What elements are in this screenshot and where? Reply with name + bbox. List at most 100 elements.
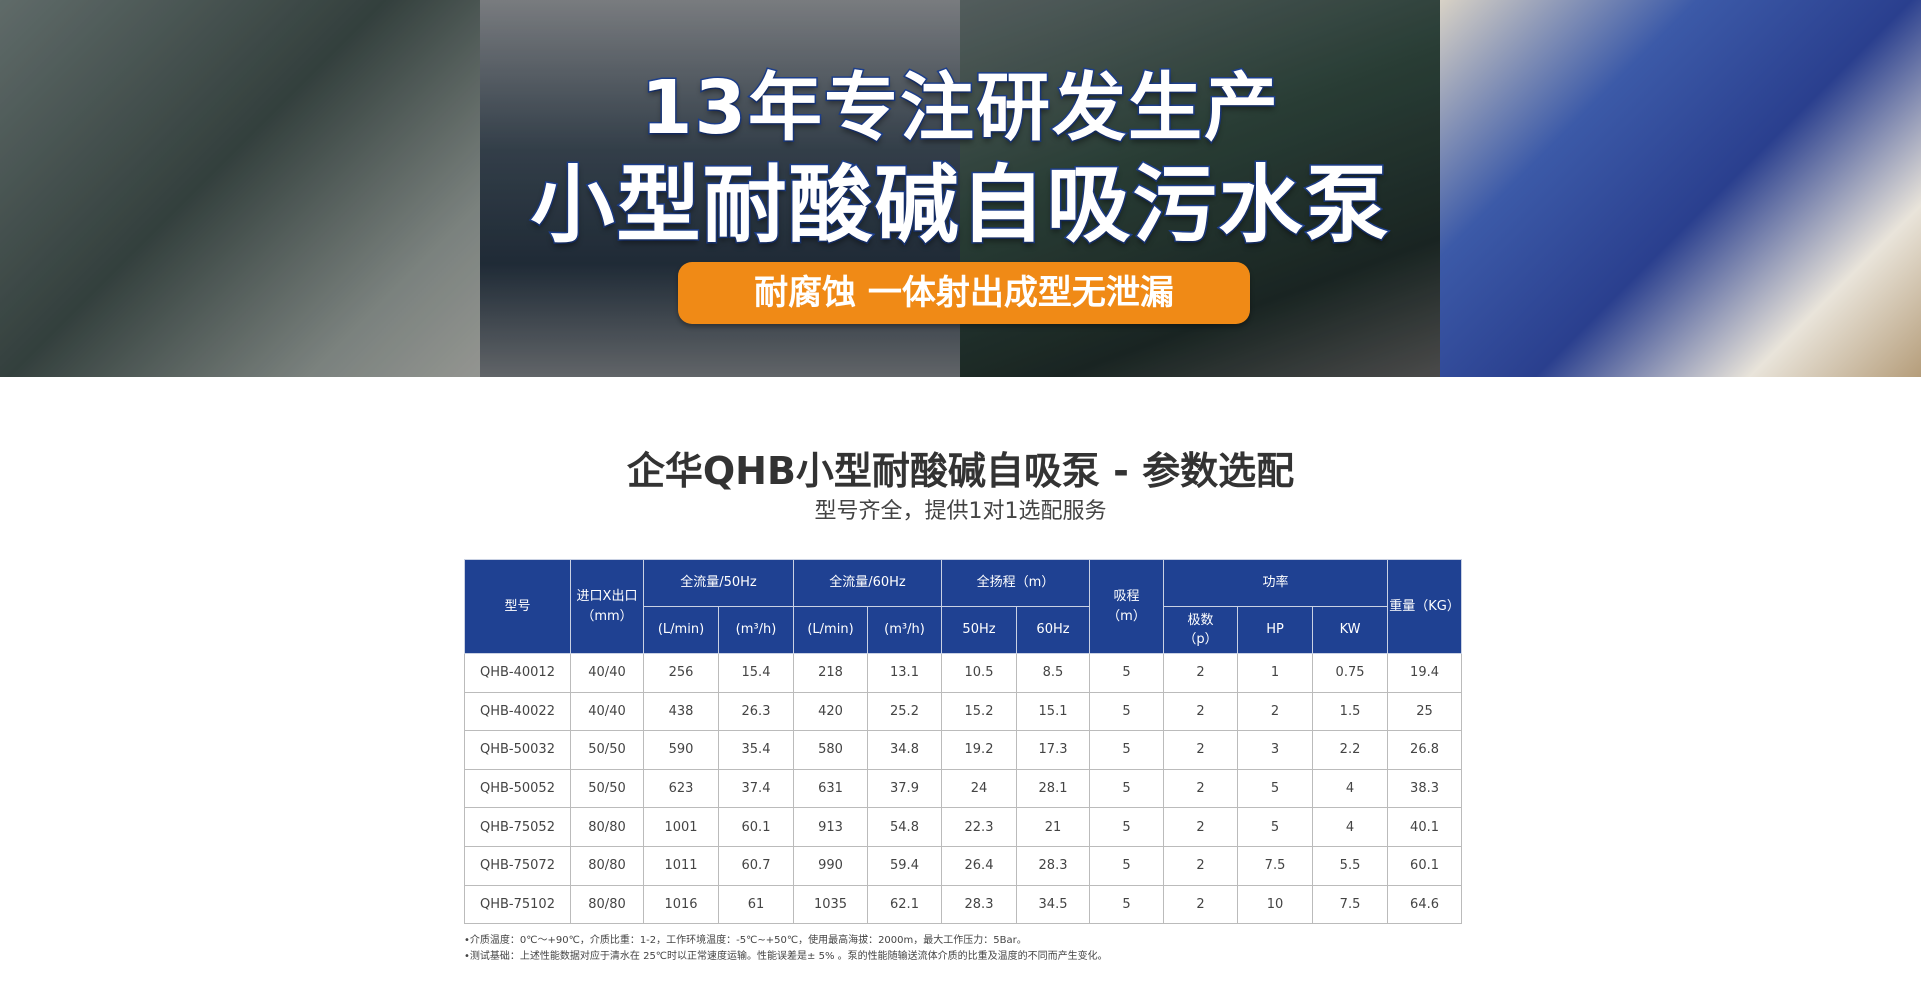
table-cell: 1016 bbox=[643, 884, 719, 925]
table-cell: 40/40 bbox=[570, 691, 644, 732]
table-cell: 1011 bbox=[643, 845, 719, 886]
table-cell: 4 bbox=[1312, 768, 1389, 809]
table-cell: 19.4 bbox=[1387, 653, 1463, 693]
header-flow60: 全流量/60Hz bbox=[793, 559, 942, 607]
header-suction-unit: （m） bbox=[1107, 608, 1146, 624]
table-cell: 40.1 bbox=[1387, 807, 1463, 847]
table-cell: 38.3 bbox=[1387, 768, 1463, 809]
table-cell: 7.5 bbox=[1312, 884, 1389, 925]
table-cell: 4 bbox=[1312, 807, 1389, 847]
table-cell: 34.8 bbox=[867, 730, 942, 770]
banner-photo-valve bbox=[0, 0, 480, 377]
table-cell: 2 bbox=[1237, 691, 1314, 732]
table-cell: 15.2 bbox=[941, 691, 1017, 732]
header-suction: 吸程 （m） bbox=[1089, 559, 1165, 654]
header-lmin-60: (L/min) bbox=[793, 606, 868, 654]
table-cell: 25.2 bbox=[867, 691, 942, 732]
table-cell: 59.4 bbox=[867, 845, 942, 886]
table-cell: 5 bbox=[1089, 768, 1165, 809]
table-row: QHB-75052 80/80 1001 60.1 913 54.8 22.3 21 5 2 5 4 4… bbox=[464, 807, 1463, 847]
table-cell: 5 bbox=[1089, 807, 1165, 847]
table-cell: 62.1 bbox=[867, 884, 942, 925]
table-cell: QHB-50032 bbox=[464, 730, 571, 770]
table-cell: 28.1 bbox=[1015, 768, 1091, 809]
table-cell: 50/50 bbox=[570, 730, 644, 770]
table-cell: 5 bbox=[1089, 653, 1165, 693]
table-cell: 15.1 bbox=[1015, 691, 1091, 732]
header-poles-label: 极数 bbox=[1187, 612, 1214, 628]
table-cell: QHB-40022 bbox=[464, 691, 571, 732]
table-cell: 24 bbox=[941, 768, 1017, 809]
section-title: 企华QHB小型耐酸碱自吸泵 - 参数选配 bbox=[626, 449, 1295, 493]
header-head: 全扬程（m） bbox=[940, 559, 1091, 607]
table-cell: QHB-75052 bbox=[464, 807, 571, 847]
table-cell: 80/80 bbox=[570, 845, 644, 886]
footnote-conditions: •介质温度：0℃～+90℃，介质比重：1-2，工作环境温度：-5℃~+50℃，使… bbox=[464, 935, 1027, 946]
table-cell: 17.3 bbox=[1015, 730, 1091, 770]
table-cell: 5 bbox=[1237, 768, 1314, 809]
table-cell: 26.8 bbox=[1387, 730, 1463, 770]
table-cell: 2 bbox=[1163, 691, 1239, 732]
banner-photo-blue-pumps bbox=[1440, 0, 1921, 377]
table-cell: 631 bbox=[793, 768, 868, 809]
table-cell: 50/50 bbox=[570, 768, 644, 809]
table-cell: 5 bbox=[1089, 730, 1165, 770]
table-cell: 34.5 bbox=[1015, 884, 1091, 925]
table-cell: 2.2 bbox=[1312, 730, 1389, 770]
table-cell: QHB-75072 bbox=[464, 845, 571, 886]
header-port-unit: （mm） bbox=[581, 608, 633, 624]
banner-tagline: 耐腐蚀 一体射出成型无泄漏 bbox=[678, 262, 1250, 324]
spec-table: 型号 进口X出口 （mm） 全流量/50Hz 全流量/60Hz 全扬程（m） 吸程… bbox=[464, 559, 1463, 925]
table-cell: 26.4 bbox=[941, 845, 1017, 886]
table-cell: 28.3 bbox=[941, 884, 1017, 925]
header-lmin-50: (L/min) bbox=[643, 606, 719, 654]
table-cell: 438 bbox=[643, 691, 719, 732]
banner-headline-1: 13年专注研发生产 bbox=[640, 64, 1280, 153]
table-cell: 37.9 bbox=[867, 768, 942, 809]
header-poles-unit: （p） bbox=[1183, 632, 1218, 647]
header-power: 功率 bbox=[1163, 559, 1389, 607]
table-cell: 1 bbox=[1237, 653, 1314, 693]
table-cell: 5 bbox=[1089, 845, 1165, 886]
table-cell: 61 bbox=[718, 884, 794, 925]
table-cell: 218 bbox=[793, 653, 868, 693]
table-cell: 13.1 bbox=[867, 653, 942, 693]
table-cell: 28.3 bbox=[1015, 845, 1091, 886]
table-cell: 10 bbox=[1237, 884, 1314, 925]
table-cell: 60.1 bbox=[718, 807, 794, 847]
table-cell: 80/80 bbox=[570, 884, 644, 925]
table-cell: 1001 bbox=[643, 807, 719, 847]
header-head-60hz: 60Hz bbox=[1015, 606, 1091, 654]
table-cell: 25 bbox=[1387, 691, 1463, 732]
header-weight: 重量（KG） bbox=[1387, 559, 1463, 654]
table-cell: 54.8 bbox=[867, 807, 942, 847]
table-cell: 623 bbox=[643, 768, 719, 809]
table-cell: 3 bbox=[1237, 730, 1314, 770]
table-cell: 590 bbox=[643, 730, 719, 770]
table-cell: 8.5 bbox=[1015, 653, 1091, 693]
table-cell: 2 bbox=[1163, 807, 1239, 847]
footnotes: •介质温度：0℃～+90℃，介质比重：1-2，工作环境温度：-5℃~+50℃，使… bbox=[464, 933, 1108, 965]
table-cell: QHB-75102 bbox=[464, 884, 571, 925]
table-cell: 420 bbox=[793, 691, 868, 732]
table-cell: QHB-50052 bbox=[464, 768, 571, 809]
header-model: 型号 bbox=[464, 559, 571, 654]
header-flow50: 全流量/50Hz bbox=[643, 559, 794, 607]
footnote-test-basis: •测试基础：上述性能数据对应于清水在 25℃时以正常速度运输。性能误差是± 5%… bbox=[464, 951, 1108, 962]
table-cell: 0.75 bbox=[1312, 653, 1389, 693]
table-cell: 37.4 bbox=[718, 768, 794, 809]
table-cell: 10.5 bbox=[941, 653, 1017, 693]
table-cell: 5.5 bbox=[1312, 845, 1389, 886]
table-cell: QHB-40012 bbox=[464, 653, 571, 693]
table-cell: 2 bbox=[1163, 768, 1239, 809]
table-cell: 19.2 bbox=[941, 730, 1017, 770]
header-m3h-50: (m³/h) bbox=[718, 606, 794, 654]
table-row: QHB-40022 40/40 438 26.3 420 25.2 15.2 15.1 5 2 2 1… bbox=[464, 691, 1463, 732]
table-cell: 2 bbox=[1163, 730, 1239, 770]
table-cell: 1035 bbox=[793, 884, 868, 925]
banner-headline-2: 小型耐酸碱自吸污水泵 bbox=[529, 155, 1391, 256]
header-poles: 极数 （p） bbox=[1163, 606, 1239, 654]
table-cell: 40/40 bbox=[570, 653, 644, 693]
table-cell: 7.5 bbox=[1237, 845, 1314, 886]
table-row: QHB-75072 80/80 1011 60.7 990 59.4 26.4 28.3 5 2 7… bbox=[464, 845, 1463, 886]
